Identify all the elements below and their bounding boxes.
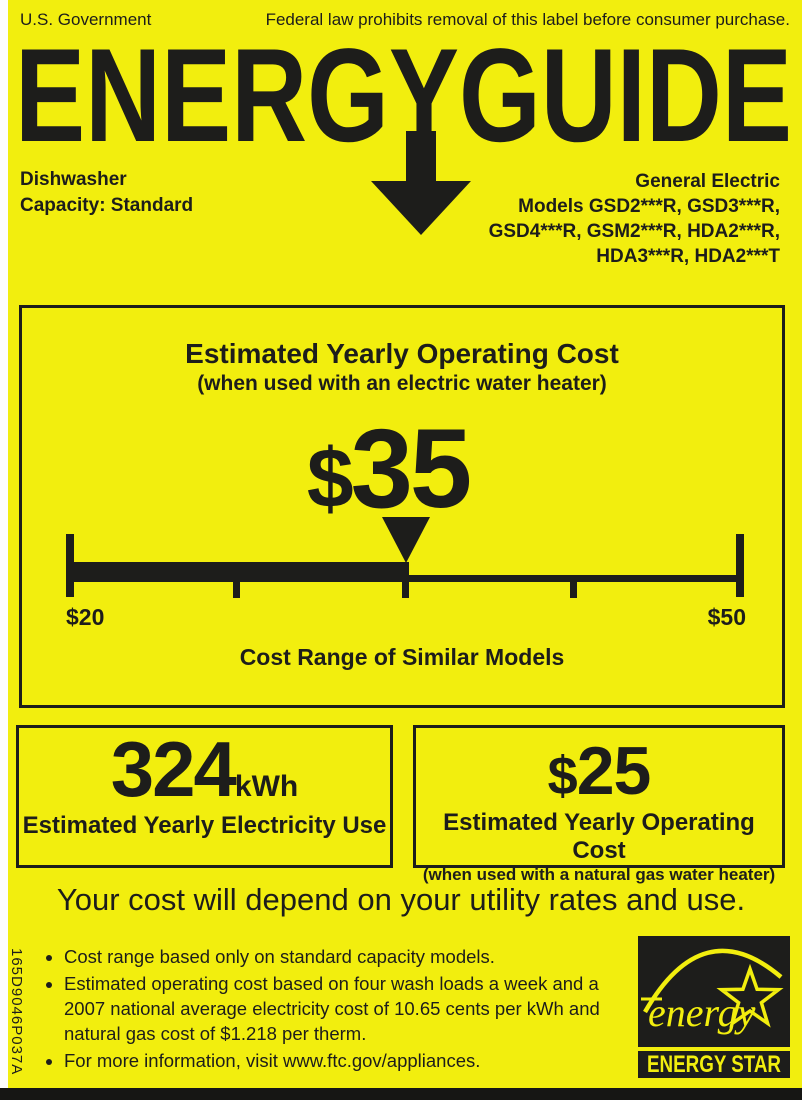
estimated-cost-value: $35 bbox=[8, 413, 768, 525]
appliance-info: Dishwasher Capacity: Standard bbox=[20, 167, 193, 219]
panel-title: Estimated Yearly Operating Cost bbox=[185, 338, 619, 369]
scale-tick-threequarter bbox=[570, 575, 577, 598]
operating-cost-panel: Estimated Yearly Operating Cost (when us… bbox=[19, 305, 785, 708]
dollar-sign: $ bbox=[547, 746, 578, 806]
cost-marker-triangle-icon bbox=[382, 517, 430, 563]
model-line: HDA3***R, HDA2***T bbox=[596, 246, 780, 267]
scale-tick-value bbox=[402, 575, 409, 598]
gas-cost-value: $25 bbox=[416, 737, 782, 805]
energyguide-logotype: ENERGYGUIDE bbox=[15, 38, 792, 148]
scale-max-label: $50 bbox=[707, 604, 746, 630]
energy-star-label-text: ENERGY STAR bbox=[647, 1051, 781, 1078]
scale-tick-quarter bbox=[233, 575, 240, 598]
scale-range-bar bbox=[69, 562, 409, 582]
utility-rates-tagline: Your cost will depend on your utility ra… bbox=[56, 882, 746, 917]
gas-caption: Estimated Yearly Operating Cost bbox=[443, 809, 755, 864]
part-number: 165D9046P037A bbox=[8, 948, 25, 1076]
scale-tick-min bbox=[66, 534, 74, 597]
electricity-value: 324 bbox=[110, 725, 237, 813]
federal-law-text: Federal law prohibits removal of this la… bbox=[265, 10, 790, 29]
energy-star-logo: energy ENERGY STAR bbox=[638, 936, 790, 1078]
gas-subcaption: (when used with a natural gas water heat… bbox=[422, 865, 776, 884]
energy-star-star-icon bbox=[716, 963, 784, 1028]
dollar-sign: $ bbox=[306, 431, 354, 525]
bullet-item: For more information, visit www.ftc.gov/… bbox=[64, 1048, 600, 1073]
appliance-type: Dishwasher bbox=[20, 169, 127, 190]
electricity-unit: kWh bbox=[234, 770, 299, 803]
energyguide-logotype-text: ENERGYGUIDE bbox=[15, 38, 792, 148]
gas-cost-number: 25 bbox=[576, 733, 652, 809]
down-arrow-icon bbox=[371, 131, 471, 235]
gas-cost-panel: $25 Estimated Yearly Operating Cost (whe… bbox=[413, 725, 785, 884]
scale-min-label: $20 bbox=[66, 604, 105, 630]
cost-number: 35 bbox=[350, 406, 473, 531]
label-bottom-bar bbox=[0, 1088, 802, 1100]
energy-star-script-text: energy bbox=[648, 990, 756, 1035]
bullet-item: Estimated operating cost based on four w… bbox=[64, 971, 600, 1046]
electricity-use-panel: 324kWh Estimated Yearly Electricity Use bbox=[16, 725, 393, 868]
us-government-text: U.S. Government bbox=[20, 10, 152, 29]
appliance-capacity: Capacity: Standard bbox=[20, 195, 194, 216]
disclaimer-bullets: Cost range based only on standard capaci… bbox=[44, 944, 600, 1075]
panel-subtitle: (when used with an electric water heater… bbox=[197, 372, 607, 395]
electricity-caption: Estimated Yearly Electricity Use bbox=[22, 812, 387, 839]
scale-tick-max bbox=[736, 534, 744, 597]
electricity-value-row: 324kWh bbox=[19, 730, 390, 808]
label-left-edge bbox=[0, 0, 8, 1100]
scale-caption: Cost Range of Similar Models bbox=[239, 644, 565, 670]
bullet-item: Cost range based only on standard capaci… bbox=[64, 944, 600, 969]
manufacturer-name: General Electric bbox=[635, 171, 780, 192]
model-line: GSD4***R, GSM2***R, HDA2***R, bbox=[488, 221, 780, 242]
energy-star-arc bbox=[643, 948, 783, 1014]
manufacturer-info: General Electric Models GSD2***R, GSD3**… bbox=[489, 169, 780, 269]
model-line: Models GSD2***R, GSD3***R, bbox=[518, 196, 780, 217]
